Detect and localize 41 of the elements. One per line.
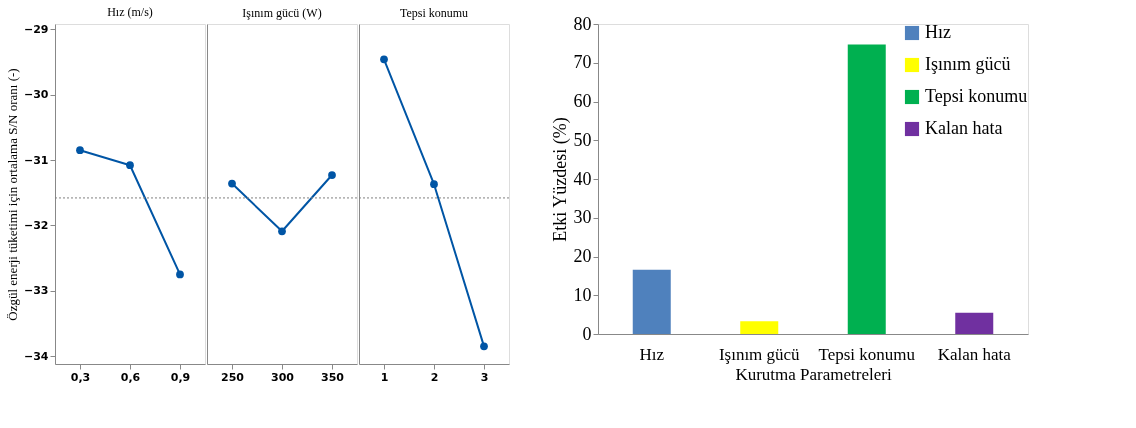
legend-label: Işınım gücü (925, 54, 1011, 74)
x-tick-label: 2 (430, 370, 439, 384)
y-tick-label: 0 (582, 323, 592, 344)
chart-title: Hız (m/s) (107, 5, 153, 20)
x-tick-label: 3 (480, 370, 489, 384)
y-tick-label: 10 (573, 284, 592, 305)
chart-title: Işınım gücü (W) (242, 6, 322, 20)
x-tick-label: 1 (380, 370, 389, 384)
x-tick-label: 250 (221, 370, 245, 384)
x-tick-label: 0,3 (70, 370, 91, 384)
y-tick-label: −29 (23, 22, 49, 36)
point (76, 146, 84, 155)
y-tick-label: −30 (23, 88, 49, 102)
point (126, 161, 134, 170)
y-tick-label: 70 (573, 52, 592, 73)
y-tick-label: 60 (573, 91, 592, 111)
point (176, 270, 184, 279)
y-tick-label: 50 (573, 129, 592, 150)
legend-label: Hız (925, 22, 951, 42)
y-tick-label: 40 (573, 168, 592, 189)
y-tick-label: −34 (23, 349, 49, 363)
x-tick-label: 0,6 (120, 370, 141, 384)
y-tick-label: 80 (573, 13, 592, 34)
legend-label: Tepsi konumu (925, 86, 1028, 106)
y-tick-label: −31 (23, 153, 49, 167)
y-tick-label: 30 (573, 207, 592, 228)
x-tick-label: Hız (639, 344, 665, 364)
y-axis-title: Özgül enerji tüketimi için ortalama S/N oranı (-) (4, 68, 20, 321)
legend-label: Kalan hata (925, 118, 1003, 138)
x-tick-label: Kalan hata (937, 344, 1012, 364)
y-axis-title: Etki Yüzdesi (%) (549, 117, 571, 242)
chart-title: Tepsi konumu (399, 6, 469, 20)
x-tick-label: Tepsi konumu (818, 344, 916, 364)
x-tick-label: 350 (321, 370, 345, 384)
x-tick-label: 300 (271, 370, 295, 384)
x-tick-label: Işınım gücü (718, 344, 801, 364)
y-tick-label: 20 (573, 246, 592, 266)
y-tick-label: −33 (23, 284, 49, 298)
x-axis-title: Kurutma Parametreleri (735, 364, 892, 384)
x-tick-label: 0,9 (170, 370, 191, 384)
y-tick-label: −32 (23, 218, 49, 232)
